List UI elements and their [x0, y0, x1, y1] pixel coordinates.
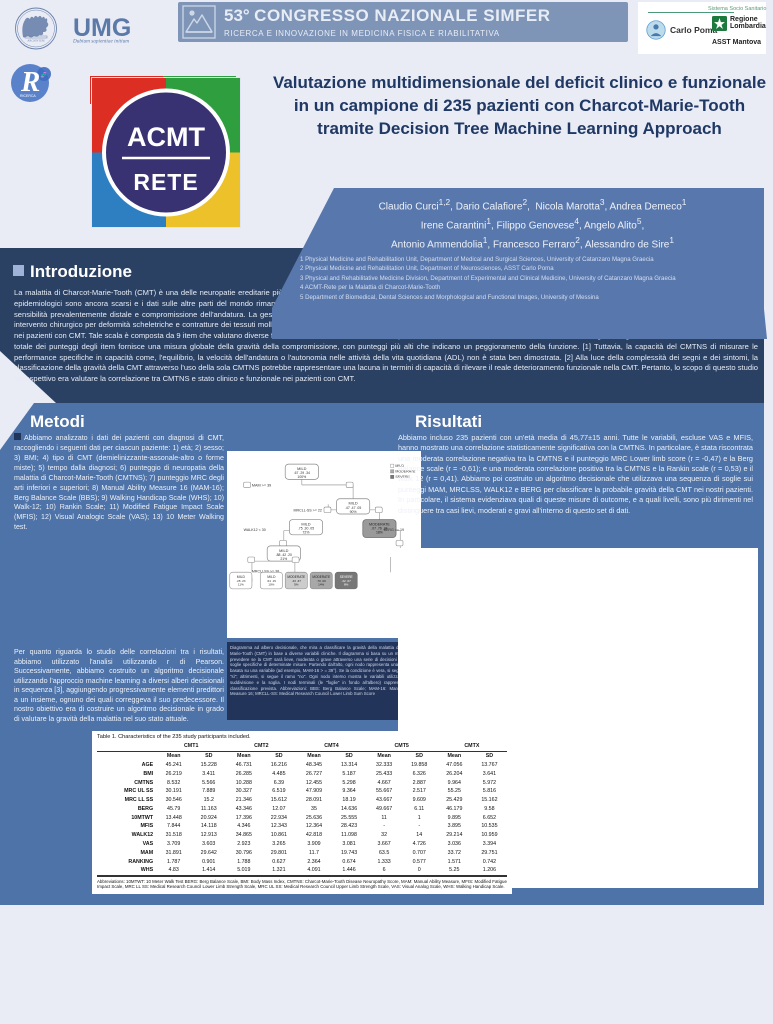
svg-text:Dubium sapientiae initium: Dubium sapientiae initium: [72, 39, 129, 45]
svg-text:21%: 21%: [280, 557, 287, 561]
svg-text:90%: 90%: [350, 510, 357, 514]
svg-text:ACMT: ACMT: [127, 122, 205, 152]
svg-text:14%: 14%: [318, 583, 324, 587]
svg-text:5%: 5%: [294, 583, 299, 587]
svg-text:18%: 18%: [376, 531, 383, 535]
svg-text:WALK12 < 30: WALK12 < 30: [244, 528, 266, 532]
svg-text:10%: 10%: [268, 583, 274, 587]
svg-text:R: R: [20, 66, 40, 98]
svg-text:RETE: RETE: [133, 169, 198, 195]
svg-text:MRCLL-SS >= 22: MRCLL-SS >= 22: [294, 509, 322, 513]
svg-text:UMG: UMG: [73, 14, 131, 42]
svg-text:RICERCA: RICERCA: [20, 94, 36, 98]
svg-text:ARCHIVIUM: ARCHIVIUM: [27, 40, 45, 43]
svg-text:MAM >= 39: MAM >= 39: [252, 484, 271, 488]
svg-text:100%: 100%: [297, 475, 306, 479]
svg-text:72%: 72%: [303, 531, 310, 535]
svg-text:11%: 11%: [238, 583, 244, 587]
svg-text:🧬: 🧬: [41, 72, 48, 79]
svg-text:8%: 8%: [344, 583, 349, 587]
